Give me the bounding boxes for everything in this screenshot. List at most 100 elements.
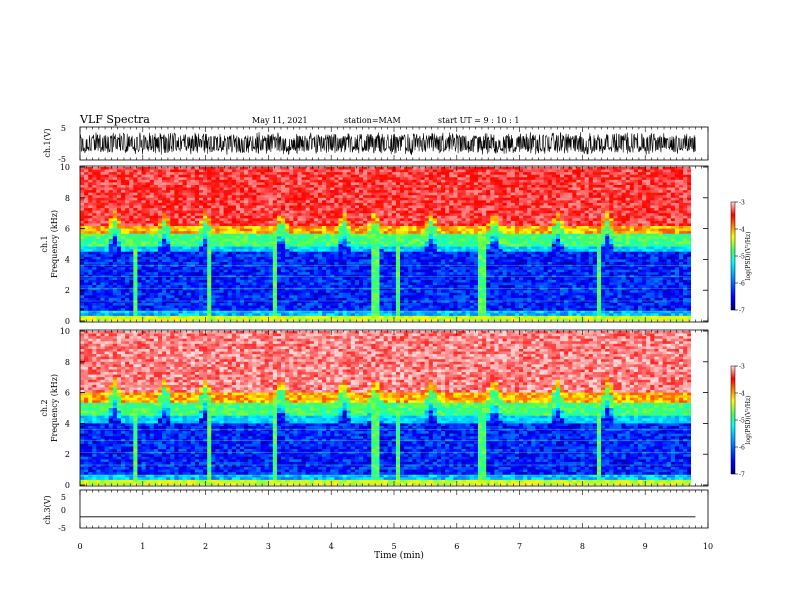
ch1-spectrogram-cell [256, 308, 261, 312]
ch1-spectrogram-cell [108, 259, 114, 263]
ch1-spectrogram-cell [281, 254, 286, 258]
ch1-spectrogram-cell [166, 187, 171, 191]
ch1-spectrogram-cell [88, 244, 93, 247]
ch1-spectrogram-cell [96, 290, 101, 294]
ch1-spectrogram-cell [219, 244, 224, 247]
ch1-spectrogram-cell [235, 197, 241, 201]
ch1-spectrogram-cell [235, 313, 241, 317]
ch1-spectrogram-cell [157, 297, 163, 301]
ch1-spectrogram-cell [371, 251, 376, 255]
ch1-spectrogram-cell [379, 244, 385, 247]
ch1-spectrogram-cell [227, 197, 233, 201]
ch1-spectrogram-cell [350, 282, 356, 286]
ch1-spectrogram-cell [289, 310, 294, 314]
ch1-spectrogram-cell [313, 174, 319, 178]
ch1-spectrogram-cell [342, 279, 348, 283]
ch1-spectrogram-cell [391, 179, 397, 183]
ch1-spectrogram-cell [84, 300, 89, 304]
ch1-spectrogram-cell [379, 238, 385, 242]
ch1-spectrogram-cell [121, 174, 126, 178]
ch1-spectrogram-cell [260, 292, 266, 296]
ch1-spectrogram-cell [121, 272, 126, 276]
ch1-spectrogram-cell [80, 167, 85, 170]
ch1-spectrogram-cell [207, 215, 212, 219]
ch1-spectrogram-cell [92, 290, 97, 294]
ch1-spectrogram-cell [317, 254, 323, 258]
ch1-spectrogram-cell [92, 174, 97, 178]
ch1-spectrogram-cell [244, 197, 249, 201]
ch1-spectrogram-cell [215, 174, 220, 178]
ch1-spectrogram-cell [293, 244, 298, 247]
ch1-spectrogram-cell [240, 208, 245, 212]
ch1-spectrogram-cell [330, 313, 335, 317]
ch1-spectrogram-cell [375, 169, 380, 173]
ch1-spectrogram-cell [391, 192, 397, 196]
ch1-spectrogram-cell [326, 177, 331, 181]
ch1-spectrogram-cell [416, 279, 421, 283]
ch1-spectrogram-cell [309, 215, 315, 219]
ch1-spectrogram-cell [330, 295, 335, 299]
ch1-spectrogram-cell [281, 179, 286, 183]
ch1-spectrogram-cell [178, 300, 183, 304]
ch1-spectrogram-cell [96, 197, 101, 201]
ch1-spectrogram-cell [338, 295, 343, 299]
ch1-spectrogram-cell [96, 187, 101, 191]
ch1-spectrogram-cell [301, 238, 307, 242]
ch1-spectrogram-cell [244, 208, 249, 212]
ch1-spectrogram-cell [104, 267, 110, 271]
ch1-spectrogram-cell [145, 300, 151, 304]
ch1-spectrogram-cell [178, 249, 183, 253]
ch1-spectrogram-cell [149, 272, 155, 276]
ch1-spectrogram-cell [170, 223, 175, 227]
ch1-spectrogram-cell [141, 236, 147, 240]
ch1-spectrogram-cell [178, 213, 183, 217]
ch1-spectrogram-cell [178, 210, 183, 214]
ch1-spectrogram-cell [305, 295, 311, 299]
ch1-spectrogram-cell [334, 295, 339, 299]
ch1-spectrogram-cell [383, 282, 389, 286]
ch1-spectrogram-cell [133, 223, 138, 227]
ch1-spectrogram-cell [174, 259, 179, 263]
ch1-spectrogram-cell [313, 215, 319, 219]
ch1-spectrogram-cell [248, 213, 253, 217]
ch1-spectrogram-cell [174, 272, 179, 276]
ch1-spectrogram-cell [198, 192, 204, 196]
ch1-spectrogram-cell [301, 269, 307, 273]
ch1-spectrogram-cell [342, 236, 348, 240]
ch1-spectrogram-cell [227, 174, 233, 178]
ch1-spectrogram-cell [227, 202, 233, 206]
ch1-spectrogram-cell [182, 218, 188, 222]
ch1-spectrogram-cell [235, 190, 241, 194]
ch1-spectrogram-cell [141, 172, 147, 176]
ch1-spectrogram-cell [293, 200, 298, 204]
ch1-spectrogram-cell [112, 244, 118, 247]
ch1-spectrogram-cell [157, 264, 163, 268]
ch1-spectrogram-cell [395, 205, 401, 209]
ch1-spectrogram-cell [182, 231, 188, 235]
ch1-spectrogram-cell [157, 256, 163, 260]
ch1-spectrogram-cell [400, 226, 405, 229]
ch1-spectrogram-cell [162, 308, 167, 312]
ch1-spectrogram-cell [305, 292, 311, 296]
ch1-spectrogram-cell [375, 190, 380, 194]
ch1-spectrogram-cell [162, 261, 167, 265]
ch1-spectrogram-cell [96, 249, 101, 253]
ch1-spectrogram-cell [371, 228, 376, 232]
ch1-spectrogram-cell [231, 310, 237, 314]
ch1-spectrogram-cell [293, 228, 298, 232]
ch1-spectrogram-cell [400, 210, 405, 214]
ch1-spectrogram-cell [404, 254, 409, 258]
ch1-spectrogram-cell [137, 315, 142, 319]
ch1-spectrogram-cell [166, 179, 171, 183]
ch1-spectrogram-cell [350, 285, 356, 289]
ch1-spectrogram-cell [133, 202, 138, 206]
ch1-spectrogram-cell [170, 264, 175, 268]
ch1-spectrogram-cell [100, 305, 106, 309]
ch1-spectrogram-cell [211, 192, 216, 196]
ch1-spectrogram-cell [133, 272, 138, 276]
ch1-spectrogram-cell [203, 249, 208, 253]
ch1-spectrogram-cell [203, 244, 208, 247]
ch1-spectrogram-cell [203, 197, 208, 201]
ch1-spectrogram-cell [293, 290, 298, 294]
ch1-spectrogram-cell [141, 282, 147, 286]
